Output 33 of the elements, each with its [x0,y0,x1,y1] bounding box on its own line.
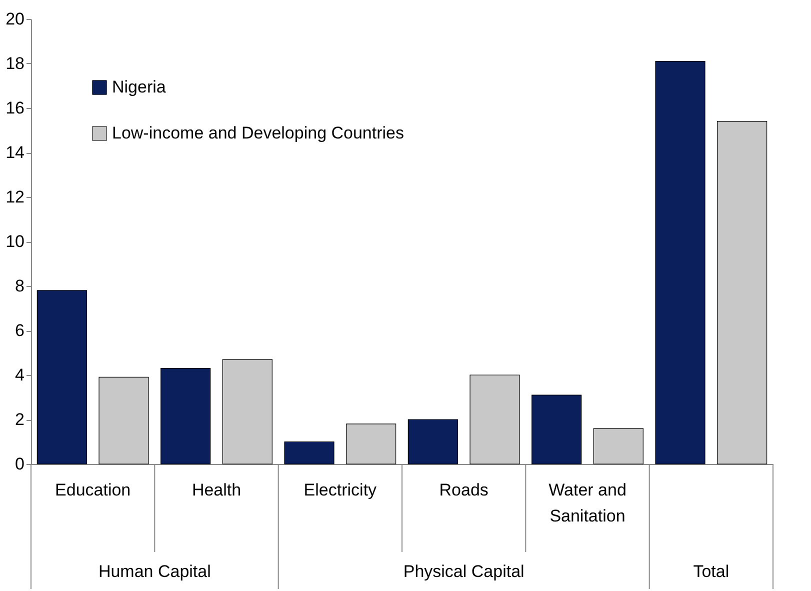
text: Human Capital [98,562,211,581]
bar [160,368,211,464]
y-tick-label: 10 [6,232,24,251]
bar [222,359,272,464]
bar [36,290,87,464]
y-tick-label: 8 [15,276,24,296]
bar [98,376,149,464]
x-tick-label: Water and Sanitation [548,480,626,526]
y-tick-label: 4 [15,366,24,384]
legend-label: Nigeria [112,78,166,96]
y-tick-label: 14 [6,143,24,162]
x-tick-label: Electricity [304,480,378,500]
y-tick-label: 20 [6,10,24,28]
bar [346,424,396,464]
bar [593,428,644,464]
x-tick-label: Health [192,480,242,500]
y-tick-label: 18 [6,54,24,73]
text: Physical Capital [403,562,524,581]
bar [408,419,458,464]
bar [655,60,706,464]
bar [284,441,334,464]
text: Total [693,562,730,581]
y-tick-label: 0 [15,454,24,474]
y-tick-label: 16 [6,98,24,118]
bar [470,374,520,464]
bar [717,121,768,464]
x-tick-label: Roads [439,480,488,500]
y-tick-label: 6 [15,321,24,340]
legend-label: Low-income and Developing Countries [112,124,404,142]
y-tick-label: 12 [6,188,24,206]
y-tick-label: 2 [15,410,24,429]
x-tick-label: Education [55,480,131,500]
bar [532,394,582,464]
